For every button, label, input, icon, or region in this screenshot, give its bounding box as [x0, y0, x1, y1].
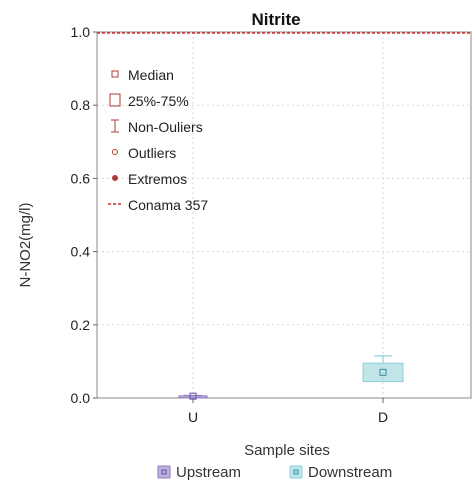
legend-extreme-symbol [112, 175, 118, 181]
legend-label: Median [128, 67, 174, 83]
series-legend-swatch [157, 465, 171, 479]
inner-legend: Median 25%-75% Non-Ouliers Outliers Extremos… [108, 67, 208, 213]
median-marker [189, 392, 197, 400]
series-legend: Upstream Downstream [157, 464, 392, 481]
y-tick-label: 0.0 [71, 390, 91, 406]
series-legend-label: Downstream [308, 464, 392, 481]
grid-layer [97, 32, 472, 398]
box-iqr [362, 362, 404, 383]
legend-label: 25%-75% [128, 93, 189, 109]
legend-label: Outliers [128, 145, 176, 161]
legend-label: Extremos [128, 171, 187, 187]
legend-outlier-symbol [112, 149, 118, 155]
box-iqr [178, 395, 208, 399]
marks-layer [97, 32, 472, 400]
median-marker [379, 368, 387, 376]
legend-label: Conama 357 [128, 197, 208, 213]
x-axis-label: Sample sites [244, 442, 330, 459]
series-legend-swatch-marker [293, 469, 299, 475]
y-tick-label: 1.0 [71, 24, 91, 40]
x-tick-label: D [378, 409, 388, 425]
legend-median-symbol [111, 70, 119, 78]
y-tick-label: 0.2 [71, 317, 91, 333]
y-axis-label: N-NO2(mg/l) [17, 202, 34, 287]
legend-label: Non-Ouliers [128, 119, 203, 135]
legend-box-symbol [109, 93, 121, 107]
y-tick-label: 0.8 [71, 97, 91, 113]
series-legend-swatch-marker [161, 469, 167, 475]
axis-layer: 0.0 0.2 0.4 0.6 0.8 1.0 U D [71, 24, 472, 425]
chart-title: Nitrite [251, 10, 300, 29]
y-tick-label: 0.4 [71, 244, 91, 260]
series-legend-label: Upstream [176, 464, 241, 481]
series-legend-swatch [289, 465, 303, 479]
x-tick-label: U [188, 409, 198, 425]
y-tick-label: 0.6 [71, 170, 91, 186]
plot-frame [96, 31, 472, 399]
legend-whisker-symbol [111, 119, 119, 133]
